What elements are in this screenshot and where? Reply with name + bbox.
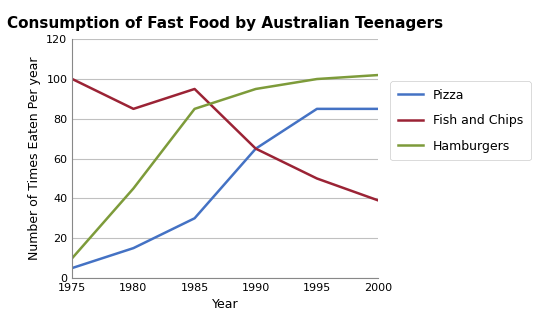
Pizza — [252, 147, 259, 151]
Pizza — [375, 107, 381, 111]
Hamburgers — [130, 186, 137, 190]
Pizza — [130, 246, 137, 250]
Fish and Chips — [69, 77, 76, 81]
Pizza — [314, 107, 320, 111]
X-axis label: Year: Year — [212, 298, 239, 311]
Y-axis label: Number of Times Eaten Per year: Number of Times Eaten Per year — [28, 57, 41, 260]
Pizza — [191, 216, 198, 220]
Line: Pizza: Pizza — [72, 109, 378, 268]
Legend: Pizza, Fish and Chips, Hamburgers: Pizza, Fish and Chips, Hamburgers — [390, 81, 530, 160]
Fish and Chips — [130, 107, 137, 111]
Hamburgers — [191, 107, 198, 111]
Hamburgers — [375, 73, 381, 77]
Line: Fish and Chips: Fish and Chips — [72, 79, 378, 200]
Hamburgers — [314, 77, 320, 81]
Title: Consumption of Fast Food by Australian Teenagers: Consumption of Fast Food by Australian T… — [7, 16, 443, 31]
Fish and Chips — [314, 177, 320, 181]
Pizza — [69, 266, 76, 270]
Fish and Chips — [191, 87, 198, 91]
Hamburgers — [252, 87, 259, 91]
Fish and Chips — [252, 147, 259, 151]
Hamburgers — [69, 256, 76, 260]
Fish and Chips — [375, 198, 381, 202]
Line: Hamburgers: Hamburgers — [72, 75, 378, 258]
